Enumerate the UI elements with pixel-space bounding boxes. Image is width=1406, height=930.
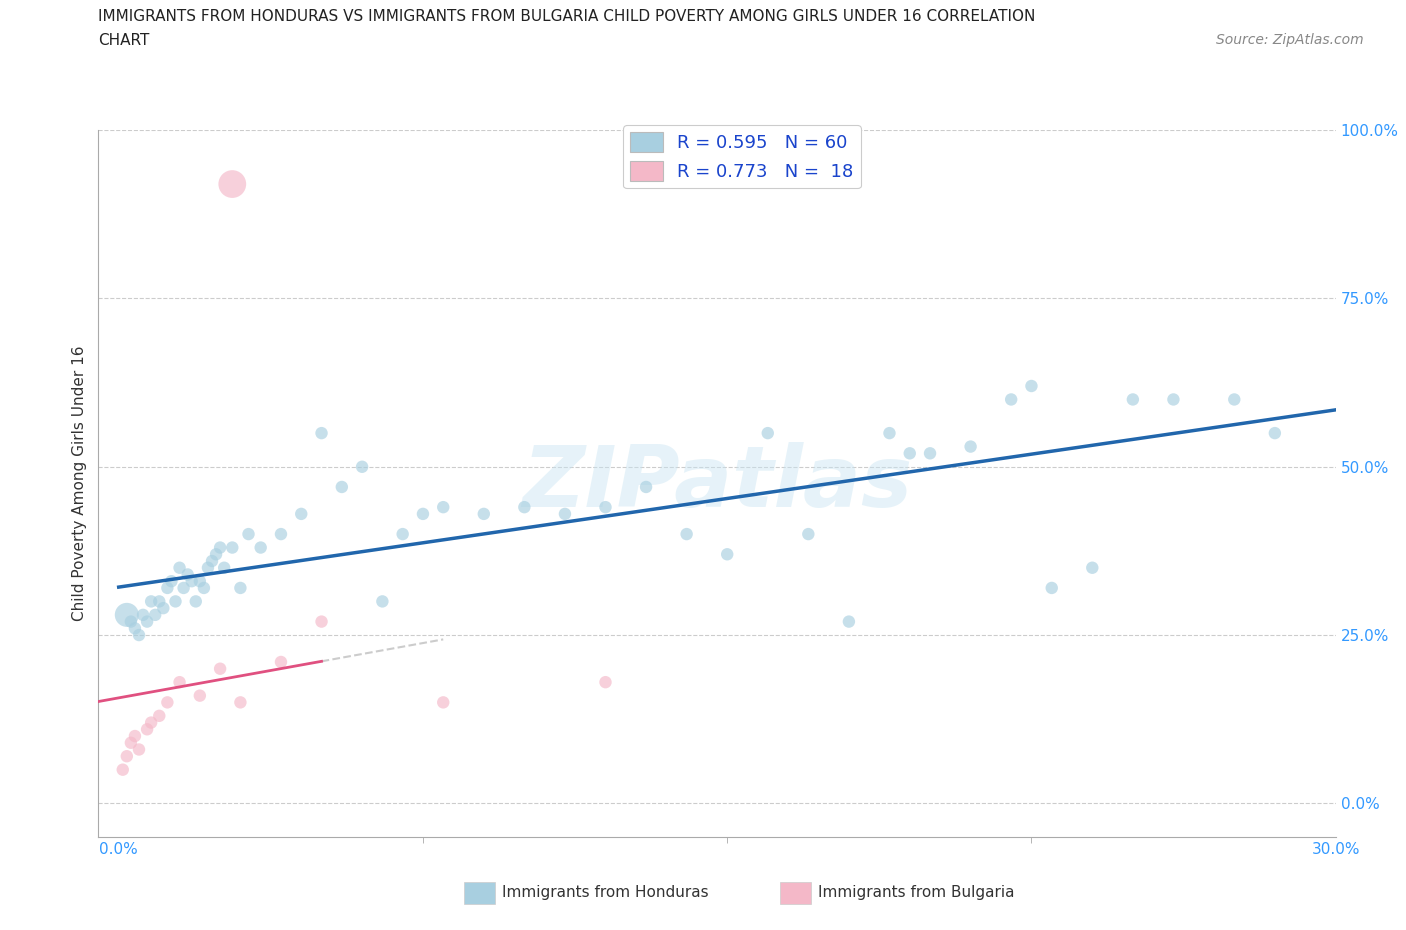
- Point: [311, 614, 333, 629]
- Point: [124, 621, 146, 636]
- Point: [554, 507, 576, 522]
- Text: ZIPatlas: ZIPatlas: [522, 442, 912, 525]
- Point: [1122, 392, 1144, 407]
- Point: [201, 553, 224, 568]
- Point: [148, 709, 170, 724]
- Point: [595, 675, 617, 690]
- Point: [249, 540, 271, 555]
- Point: [270, 655, 292, 670]
- Point: [513, 499, 536, 514]
- Point: [156, 580, 179, 595]
- Point: [128, 742, 150, 757]
- Point: [209, 540, 232, 555]
- Point: [1021, 379, 1043, 393]
- Text: Source: ZipAtlas.com: Source: ZipAtlas.com: [1216, 33, 1364, 46]
- Point: [898, 445, 921, 460]
- Point: [472, 507, 495, 522]
- Point: [188, 574, 211, 589]
- Point: [412, 507, 434, 522]
- Point: [184, 594, 207, 609]
- Point: [221, 177, 243, 192]
- Point: [212, 560, 235, 575]
- Point: [180, 574, 202, 589]
- Point: [132, 607, 155, 622]
- Point: [120, 614, 142, 629]
- Point: [141, 715, 163, 730]
- Point: [156, 695, 179, 710]
- Point: [136, 614, 159, 629]
- Point: [959, 439, 981, 454]
- Text: IMMIGRANTS FROM HONDURAS VS IMMIGRANTS FROM BULGARIA CHILD POVERTY AMONG GIRLS U: IMMIGRANTS FROM HONDURAS VS IMMIGRANTS F…: [98, 9, 1036, 24]
- Point: [229, 695, 252, 710]
- Point: [221, 540, 243, 555]
- Point: [143, 607, 166, 622]
- Point: [1040, 580, 1063, 595]
- Point: [918, 445, 941, 460]
- Point: [797, 526, 820, 541]
- Point: [111, 763, 134, 777]
- Point: [193, 580, 215, 595]
- Text: CHART: CHART: [98, 33, 150, 47]
- Point: [1264, 426, 1286, 441]
- Point: [136, 722, 159, 737]
- Point: [595, 499, 617, 514]
- Point: [205, 547, 228, 562]
- Point: [197, 560, 219, 575]
- Point: [432, 499, 454, 514]
- Point: [636, 480, 658, 495]
- Point: [432, 695, 454, 710]
- Y-axis label: Child Poverty Among Girls Under 16: Child Poverty Among Girls Under 16: [72, 346, 87, 621]
- Point: [330, 480, 353, 495]
- Point: [716, 547, 738, 562]
- Point: [124, 728, 146, 743]
- Point: [148, 594, 170, 609]
- Point: [115, 749, 138, 764]
- Point: [1000, 392, 1022, 407]
- Point: [879, 426, 901, 441]
- Point: [1163, 392, 1185, 407]
- Point: [128, 628, 150, 643]
- Point: [1081, 560, 1104, 575]
- Point: [838, 614, 860, 629]
- Point: [173, 580, 195, 595]
- Point: [391, 526, 413, 541]
- Point: [152, 601, 174, 616]
- Point: [270, 526, 292, 541]
- Point: [115, 607, 138, 622]
- Point: [169, 560, 191, 575]
- Point: [188, 688, 211, 703]
- Point: [238, 526, 260, 541]
- Point: [176, 567, 198, 582]
- Point: [756, 426, 779, 441]
- Point: [675, 526, 697, 541]
- Point: [352, 459, 374, 474]
- Point: [209, 661, 232, 676]
- Point: [311, 426, 333, 441]
- Point: [141, 594, 163, 609]
- Point: [169, 675, 191, 690]
- Point: [160, 574, 183, 589]
- Text: Immigrants from Honduras: Immigrants from Honduras: [502, 885, 709, 900]
- Point: [1223, 392, 1246, 407]
- Point: [290, 507, 312, 522]
- Point: [371, 594, 394, 609]
- Point: [120, 736, 142, 751]
- Point: [165, 594, 187, 609]
- Point: [229, 580, 252, 595]
- Legend: R = 0.595   N = 60, R = 0.773   N =  18: R = 0.595 N = 60, R = 0.773 N = 18: [623, 126, 860, 189]
- Text: Immigrants from Bulgaria: Immigrants from Bulgaria: [818, 885, 1015, 900]
